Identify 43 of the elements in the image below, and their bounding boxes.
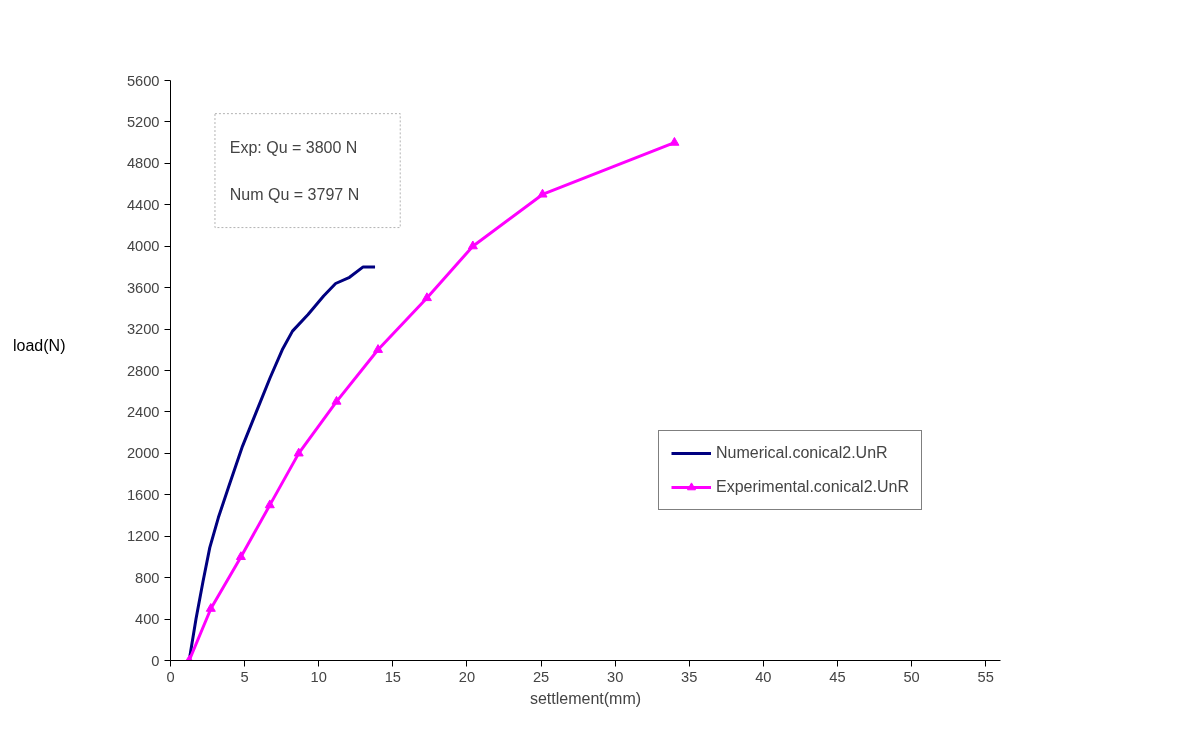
y-axis-title: load(N): [13, 336, 66, 356]
y-tick-label: 2400: [126, 403, 160, 420]
y-tick-label: 3600: [126, 279, 160, 296]
x-tick-label: 15: [384, 668, 401, 685]
point: [467, 240, 478, 250]
x-tick-label: 40: [755, 668, 772, 685]
point: [205, 603, 216, 612]
point: [537, 188, 548, 198]
point: [421, 292, 432, 302]
y-tick-label: 3200: [126, 321, 160, 338]
x-tick-label: 0: [166, 668, 175, 685]
annotation: Exp: Qu = 3800 N: [229, 139, 358, 157]
y-tick-label: 1600: [126, 486, 160, 503]
y-tick-label: 2800: [126, 362, 160, 379]
x-tick-label: 10: [310, 668, 327, 685]
y-tick-label: 1200: [126, 528, 160, 545]
x-tick-label: 50: [903, 668, 920, 685]
legend-label: Numerical.conical2.UnR: [716, 444, 888, 462]
y-tick-label: 4000: [126, 238, 160, 255]
y-tick-label: 5600: [126, 72, 160, 89]
y-tick-label: 400: [135, 611, 160, 628]
y-tick-label: 4800: [126, 155, 160, 172]
annotation: Num Qu = 3797 N: [229, 185, 360, 203]
x-tick-label: 35: [681, 668, 698, 685]
point: [669, 136, 680, 146]
legend-label: Experimental.conical2.UnR: [716, 478, 909, 496]
x-tick-label: 55: [977, 668, 994, 685]
y-tick-label: 0: [151, 652, 160, 669]
x-tick-label: 30: [606, 668, 624, 685]
x-tick-label: 25: [532, 668, 550, 685]
y-tick-label: 800: [135, 569, 160, 586]
point: [293, 447, 304, 457]
x-tick-label: 5: [240, 668, 249, 685]
y-tick-label: 4400: [126, 196, 160, 213]
point: [235, 551, 246, 561]
point: [264, 499, 275, 509]
x-tick-label: 20: [458, 668, 476, 685]
y-tick-label: 5200: [126, 113, 160, 130]
point: [373, 344, 383, 353]
point: [331, 395, 342, 405]
x-axis-title: settlement(mm): [529, 689, 642, 707]
x-tick-label: 45: [829, 668, 846, 685]
y-tick-label: 2000: [126, 445, 160, 462]
